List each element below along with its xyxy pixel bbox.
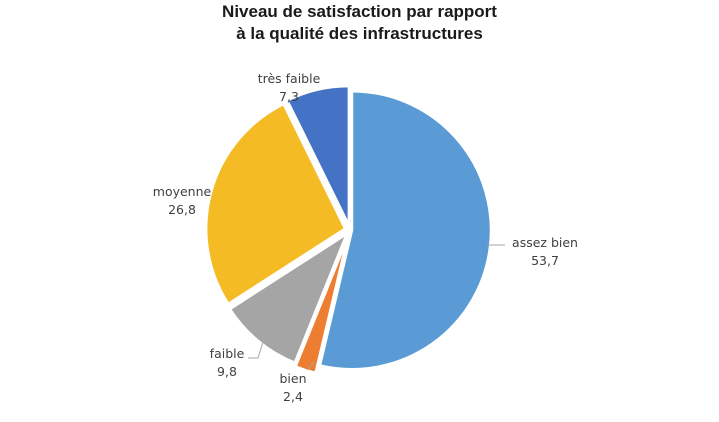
pie-slices bbox=[204, 84, 493, 375]
slice-label-moyenne: moyenne bbox=[153, 184, 212, 199]
slice-label-faible: faible bbox=[210, 346, 245, 361]
pie-slice-très-faible bbox=[286, 84, 351, 227]
chart-title: Niveau de satisfaction par rapport à la … bbox=[0, 1, 719, 45]
slice-value-très-faible: 7,3 bbox=[279, 89, 299, 104]
slice-label-assez-bien: assez bien bbox=[512, 235, 578, 250]
slice-value-moyenne: 26,8 bbox=[168, 202, 196, 217]
leader-lines bbox=[248, 244, 505, 371]
slice-value-faible: 9,8 bbox=[217, 364, 237, 379]
pie-slice-moyenne bbox=[204, 102, 347, 306]
pie-slice-assez-bien bbox=[318, 89, 493, 371]
leader-line-bien bbox=[306, 361, 315, 371]
data-labels: assez bien 53,7 bien 2,4 faible 9,8 moyenne 26,… bbox=[153, 71, 578, 404]
slice-label-très-faible: très faible bbox=[258, 71, 321, 86]
pie-slice-faible bbox=[228, 232, 349, 365]
slice-value-assez-bien: 53,7 bbox=[531, 253, 559, 268]
pie-slice-bien bbox=[294, 236, 349, 375]
slice-value-bien: 2,4 bbox=[283, 389, 303, 404]
chart-title-line-2: à la qualité des infrastructures bbox=[236, 24, 483, 43]
leader-line-faible bbox=[248, 341, 264, 359]
slice-label-bien: bien bbox=[279, 371, 306, 386]
chart-title-line-1: Niveau de satisfaction par rapport bbox=[222, 2, 497, 21]
